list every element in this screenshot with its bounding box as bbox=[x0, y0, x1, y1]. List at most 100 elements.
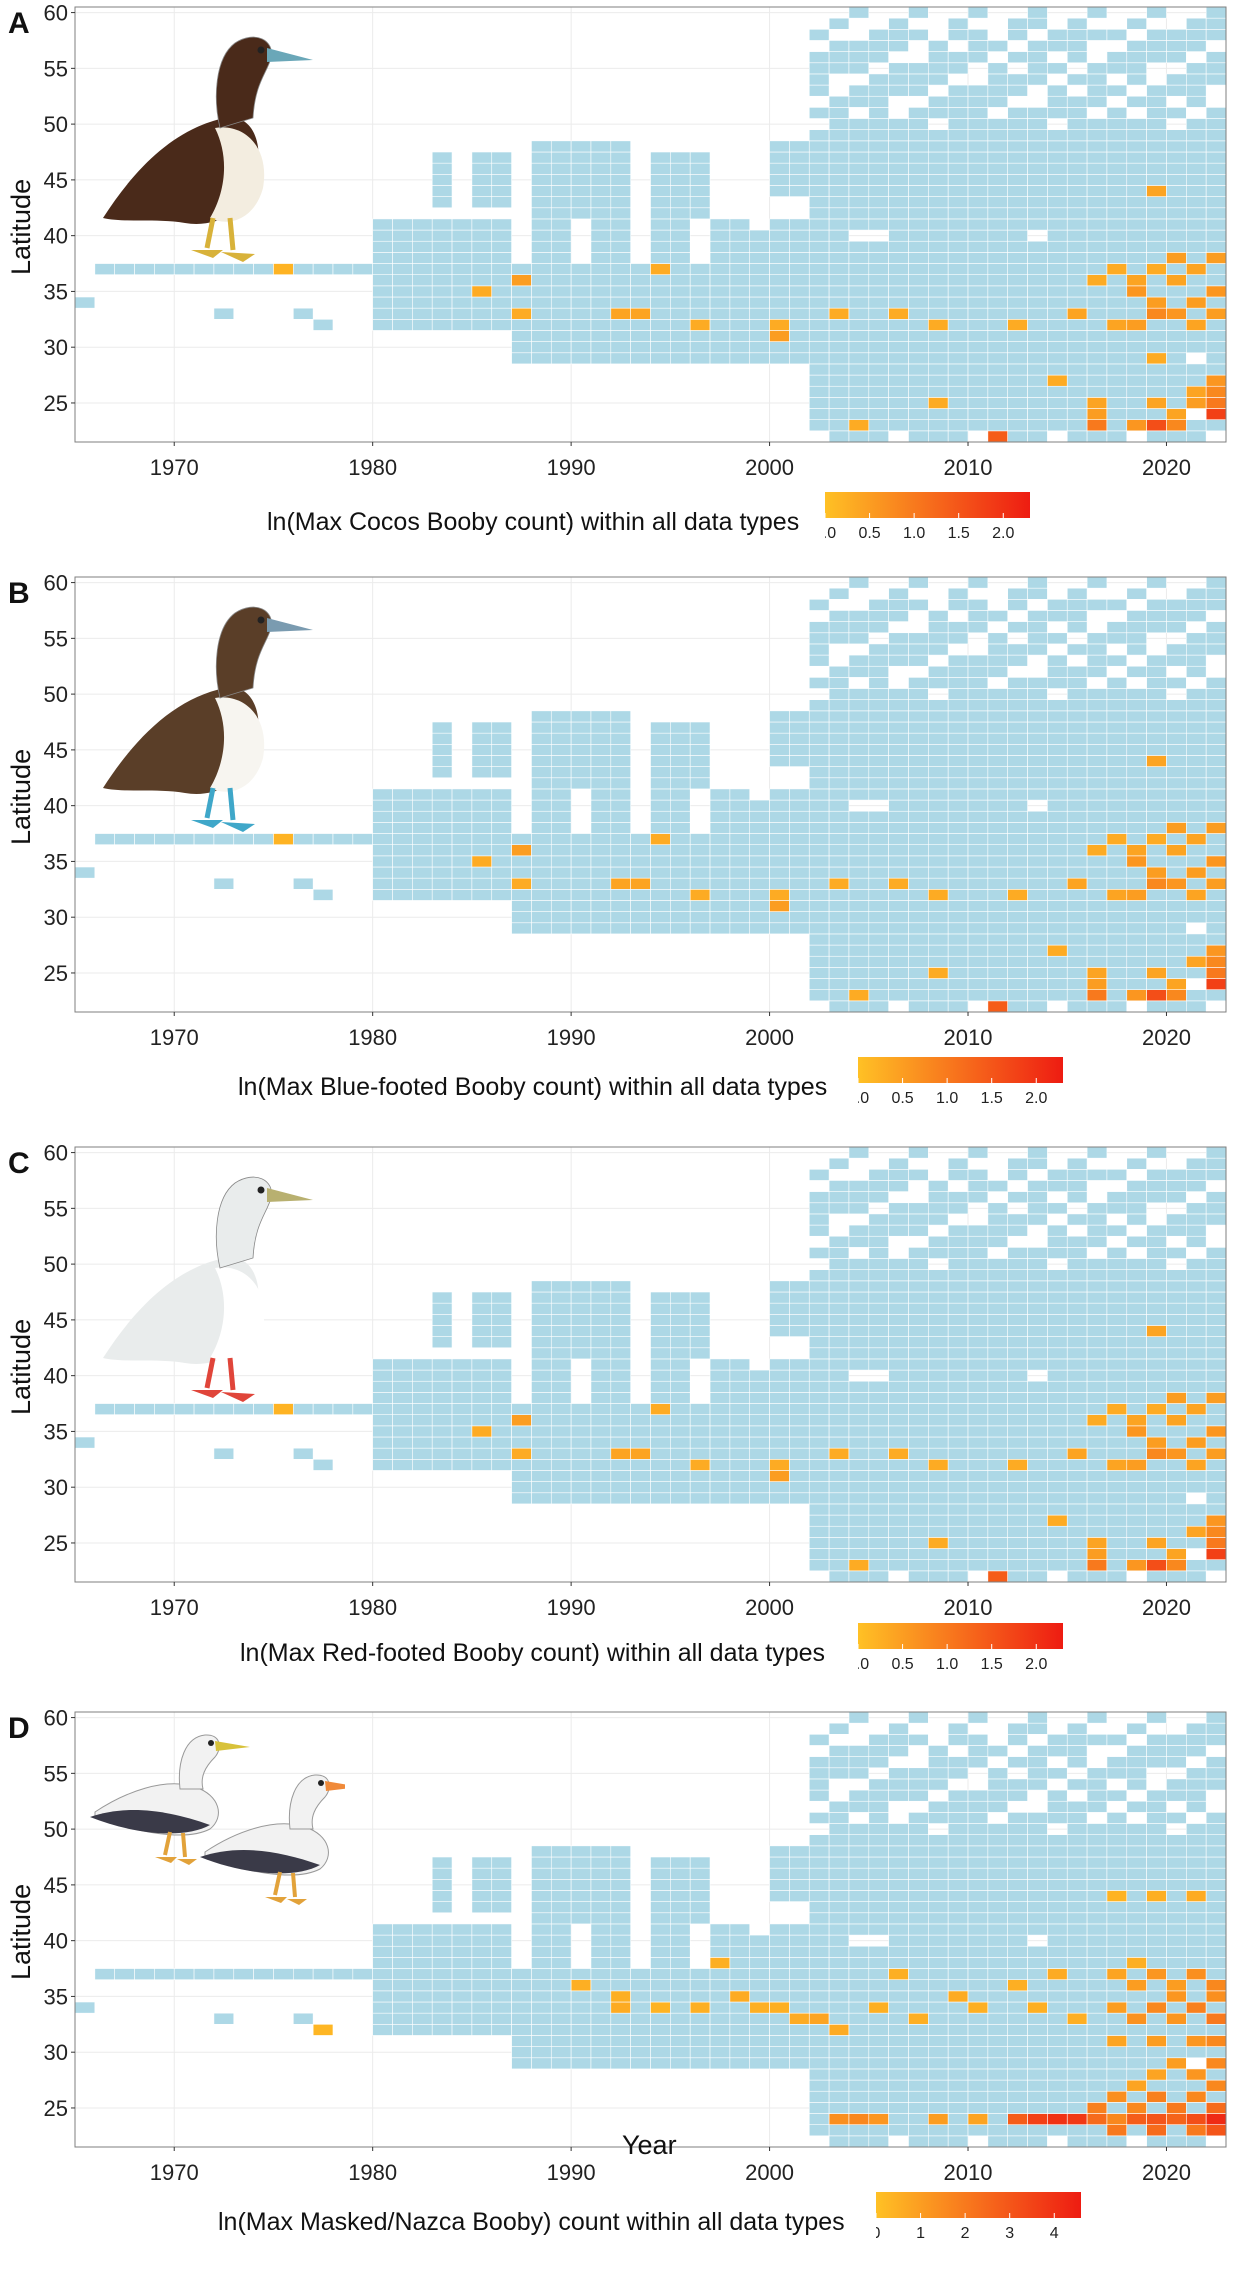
presence-cell bbox=[670, 240, 691, 253]
presence-cell bbox=[808, 1890, 830, 1902]
presence-cell bbox=[1106, 1336, 1128, 1349]
presence-cell bbox=[808, 1380, 830, 1393]
presence-cell bbox=[412, 822, 433, 834]
count-cell bbox=[1146, 2035, 1167, 2047]
presence-cell bbox=[928, 1559, 949, 1572]
presence-cell bbox=[967, 1269, 989, 1282]
presence-cell bbox=[1106, 688, 1128, 700]
presence-cell bbox=[1047, 1767, 1068, 1780]
presence-cell bbox=[808, 1492, 830, 1505]
presence-cell bbox=[1106, 51, 1128, 64]
presence-cell bbox=[828, 140, 850, 153]
presence-cell bbox=[1146, 766, 1167, 779]
presence-cell bbox=[769, 788, 790, 801]
presence-cell bbox=[412, 263, 433, 275]
presence-cell bbox=[1066, 252, 1088, 264]
presence-cell bbox=[947, 1867, 969, 1880]
presence-cell bbox=[451, 866, 473, 879]
presence-cell bbox=[868, 967, 889, 979]
presence-cell bbox=[531, 1414, 552, 1427]
count-cell bbox=[868, 2113, 889, 2125]
presence-cell bbox=[1106, 1302, 1128, 1315]
presence-cell bbox=[531, 2057, 552, 2070]
presence-cell bbox=[451, 1979, 473, 1992]
presence-cell bbox=[1106, 151, 1128, 164]
presence-cell bbox=[1106, 307, 1128, 320]
presence-cell bbox=[1007, 721, 1028, 734]
presence-cell bbox=[808, 229, 830, 242]
plot-border bbox=[74, 576, 1227, 1013]
presence-cell bbox=[769, 1979, 790, 1992]
presence-cell bbox=[1027, 1879, 1048, 1891]
presence-cell bbox=[888, 2113, 909, 2125]
presence-cell bbox=[531, 274, 552, 287]
presence-cell bbox=[550, 777, 572, 790]
presence-cell bbox=[828, 799, 850, 812]
colorbar-tick-label: 3 bbox=[1005, 2225, 1014, 2242]
presence-cell bbox=[967, 174, 989, 186]
presence-cell bbox=[670, 196, 691, 209]
presence-cell bbox=[789, 252, 810, 264]
presence-cell bbox=[1186, 877, 1207, 890]
presence-cell bbox=[1027, 732, 1048, 745]
presence-cell bbox=[610, 218, 631, 231]
presence-cell bbox=[947, 1392, 969, 1404]
presence-cell bbox=[709, 330, 731, 342]
presence-cell bbox=[848, 1224, 870, 1237]
presence-cell bbox=[1106, 621, 1128, 634]
presence-cell bbox=[1106, 1856, 1128, 1869]
bird-illustration bbox=[103, 1176, 313, 1402]
y-tick-label: 55 bbox=[44, 1761, 68, 1786]
presence-cell bbox=[1007, 1347, 1028, 1360]
presence-cell bbox=[947, 118, 969, 130]
presence-cell bbox=[590, 833, 612, 845]
presence-cell bbox=[1166, 1856, 1187, 1869]
presence-cell bbox=[1047, 844, 1068, 857]
count-cell bbox=[650, 2001, 671, 2014]
presence-cell bbox=[1047, 799, 1068, 812]
presence-cell bbox=[1007, 866, 1028, 879]
presence-cell bbox=[511, 866, 532, 879]
presence-cell bbox=[531, 140, 552, 153]
presence-cell bbox=[451, 240, 473, 253]
presence-cell bbox=[1047, 1559, 1068, 1572]
presence-cell bbox=[1106, 1447, 1128, 1460]
presence-cell bbox=[1066, 1879, 1088, 1891]
presence-cell bbox=[928, 699, 949, 712]
presence-cell bbox=[531, 788, 552, 801]
presence-cell bbox=[372, 1392, 393, 1404]
presence-cell bbox=[1106, 1169, 1128, 1181]
presence-cell bbox=[868, 944, 889, 957]
presence-cell bbox=[848, 1403, 870, 1415]
presence-cell bbox=[987, 285, 1009, 298]
presence-cell bbox=[1027, 2035, 1048, 2047]
presence-cell bbox=[610, 341, 631, 354]
presence-cell bbox=[412, 1945, 433, 1958]
presence-cell bbox=[868, 2035, 889, 2047]
presence-cell bbox=[928, 955, 949, 968]
presence-cell bbox=[1066, 140, 1088, 153]
presence-cell bbox=[431, 1901, 453, 1914]
presence-cell bbox=[848, 363, 870, 376]
presence-cell bbox=[372, 844, 393, 857]
presence-cell bbox=[868, 2046, 889, 2059]
presence-cell bbox=[1146, 1425, 1167, 1438]
presence-cell bbox=[908, 1314, 929, 1326]
colorbar-tick-label: 1.0 bbox=[936, 1656, 958, 1673]
count-cell bbox=[1146, 419, 1167, 432]
presence-cell bbox=[789, 1425, 810, 1438]
presence-cell bbox=[1047, 296, 1068, 309]
presence-cell bbox=[947, 855, 969, 868]
presence-cell bbox=[888, 1157, 909, 1170]
presence-cell bbox=[1007, 599, 1028, 611]
presence-cell bbox=[491, 218, 512, 231]
presence-cell bbox=[709, 319, 731, 331]
presence-cell bbox=[888, 1834, 909, 1847]
presence-cell bbox=[709, 788, 731, 801]
presence-cell bbox=[1007, 1302, 1028, 1315]
presence-cell bbox=[650, 1879, 671, 1891]
presence-cell bbox=[928, 218, 949, 231]
presence-cell bbox=[431, 1302, 453, 1315]
presence-cell bbox=[1146, 1291, 1167, 1304]
presence-cell bbox=[1066, 1235, 1088, 1248]
